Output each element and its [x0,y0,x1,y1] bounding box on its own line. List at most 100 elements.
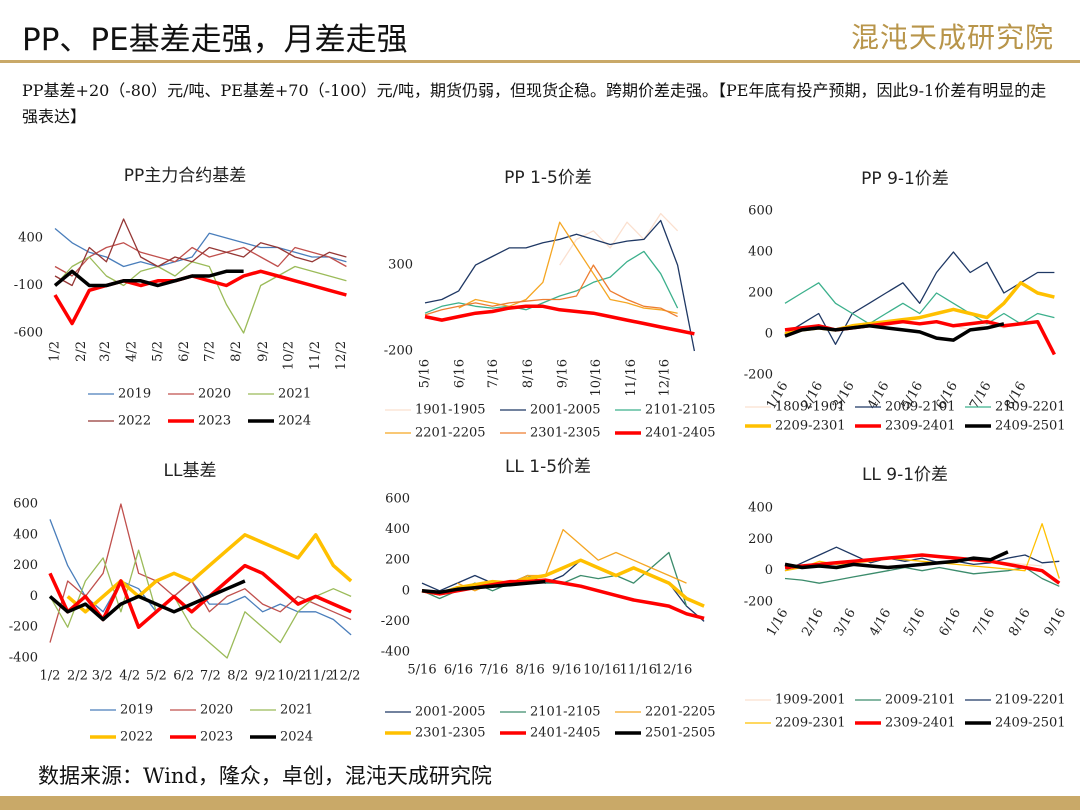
y-tick-label: -200 [381,614,410,629]
x-tick-label: 1/2 [40,669,61,684]
x-tick-label: 10/2 [282,341,297,370]
legend-label: 2009-2101 [885,693,956,708]
slide-title: PP、PE基差走强，月差走强 [22,22,408,58]
x-tick-label: 8/2 [227,669,248,684]
y-tick-label: 0 [765,563,773,578]
y-tick-label: -200 [384,344,413,359]
legend-label: 2024 [278,414,311,429]
x-tick-label: 9/16 [556,359,571,388]
y-tick-label: 400 [13,527,38,542]
series-line [784,550,1009,570]
x-tick-label: 4/16 [867,606,895,639]
chart-title: LL 9-1价差 [862,465,948,485]
x-tick-label: 11/16 [624,359,639,396]
legend-label: 2001-2005 [415,705,486,720]
legend-label: 2101-2105 [530,705,601,720]
x-tick-label: 6/2 [173,669,194,684]
y-tick-label: 400 [18,231,43,246]
y-tick-label: -600 [14,326,43,341]
x-tick-label: 2/2 [74,341,89,362]
y-tick-label: 400 [748,501,773,516]
x-tick-label: 9/2 [256,341,271,362]
x-tick-label: 9/16 [1042,606,1070,639]
x-tick-label: 12/16 [658,359,673,396]
y-tick-label: 200 [385,553,410,568]
legend-label: 2024 [280,730,313,745]
x-tick-label: 6/16 [452,359,467,388]
legend-label: 2309-2401 [885,716,956,731]
y-tick-label: 300 [388,258,413,273]
series-line [784,251,1055,345]
chart-title: PP 1-5价差 [504,168,592,188]
x-tick-label: 3/16 [831,606,859,639]
series-line [559,212,679,266]
series-line [424,219,696,352]
x-tick-label: 12/16 [655,663,692,678]
y-tick-label: 400 [385,522,410,537]
x-tick-label: 11/16 [620,663,657,678]
x-tick-label: 6/16 [444,663,473,678]
legend-label: 2021 [280,703,313,718]
series-line [53,269,347,326]
x-tick-label: 3/2 [98,341,113,362]
x-tick-label: 8/16 [516,663,545,678]
x-tick-label: 6/2 [177,341,192,362]
x-tick-label: 11/2 [305,669,334,684]
divider [0,60,1080,63]
x-tick-label: 7/16 [479,663,508,678]
legend-label: 2109-2201 [995,400,1066,415]
x-tick-label: 5/2 [150,341,165,362]
x-tick-label: 5/16 [901,606,929,639]
x-tick-label: 7/2 [203,341,218,362]
x-tick-label: 5/16 [407,663,436,678]
legend-label: 2209-2301 [775,419,846,434]
legend-label: 2401-2405 [645,426,716,441]
y-tick-label: 0 [402,583,410,598]
x-tick-label: 1/2 [48,341,63,362]
y-tick-label: 600 [13,497,38,512]
legend-label: 1809-1901 [775,400,846,415]
x-tick-label: 9/2 [255,669,276,684]
legend-label: 2019 [120,703,153,718]
series-line [784,282,1055,325]
series-line [784,546,1060,572]
legend-label: 2019 [118,387,151,402]
legend-label: 2309-2401 [885,419,956,434]
series-line [458,221,678,314]
y-tick-label: -400 [381,645,410,660]
legend-label: 2023 [198,414,231,429]
series-line [784,322,1005,342]
legend-label: 2209-2301 [775,716,846,731]
logo: 混沌天成研究院 [850,21,1054,54]
y-tick-label: -200 [9,620,38,635]
x-tick-label: 7/2 [200,669,221,684]
x-tick-label: 12/2 [334,341,349,370]
legend-label: 2401-2405 [530,726,601,741]
x-tick-label: 11/2 [308,341,323,370]
chart-title: PP 9-1价差 [861,169,949,189]
chart-title: PP主力合约基差 [124,166,247,186]
series-line [66,533,353,614]
legend-label: 2021 [278,387,311,402]
series-line [784,553,1061,585]
summary: PP基差+20（-80）元/吨、PE基差+70（-100）元/吨，期货仍弱，但现… [22,81,1047,126]
series-line [424,304,695,336]
series-line [784,319,1056,356]
series-line [424,264,678,318]
legend-label: 2020 [198,387,231,402]
x-tick-label: 9/16 [552,663,581,678]
x-tick-label: 10/2 [277,669,306,684]
legend-label: 1901-1905 [415,403,486,418]
x-tick-label: 7/16 [971,606,999,639]
legend-label: 2009-2101 [885,400,956,415]
y-tick-label: -200 [744,595,773,610]
legend-label: 2101-2105 [645,403,716,418]
series-line [49,503,352,643]
x-tick-label: 2/16 [799,606,827,639]
series-line [53,269,244,288]
x-tick-label: 1/16 [764,606,792,639]
legend-label: 2301-2305 [415,726,486,741]
y-tick-label: 200 [748,286,773,301]
legend-label: 2109-2201 [995,693,1066,708]
